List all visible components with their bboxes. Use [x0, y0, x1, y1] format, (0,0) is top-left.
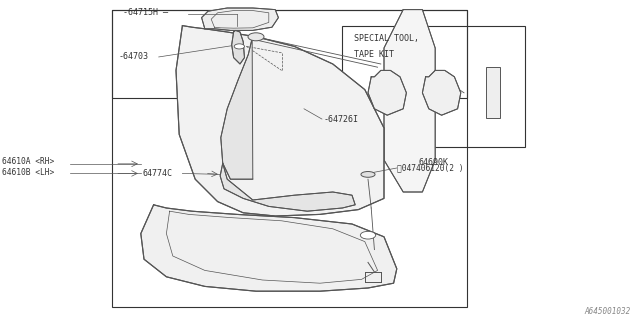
Bar [112, 10, 467, 98]
Text: Ⓢ047406120(2 ): Ⓢ047406120(2 ) [397, 164, 463, 172]
Text: -64726I: -64726I [323, 115, 358, 124]
Polygon shape [202, 8, 278, 30]
Polygon shape [141, 205, 397, 291]
Polygon shape [176, 26, 384, 216]
Bar [486, 67, 500, 118]
Polygon shape [232, 30, 244, 64]
Bar [112, 10, 467, 307]
Polygon shape [384, 10, 435, 192]
Text: 64690K: 64690K [419, 158, 448, 167]
Circle shape [360, 231, 376, 239]
Polygon shape [422, 70, 461, 115]
Polygon shape [220, 163, 355, 211]
Text: TAPE KIT: TAPE KIT [354, 50, 394, 59]
Ellipse shape [248, 33, 264, 41]
Bar [342, 26, 525, 147]
Ellipse shape [361, 172, 375, 177]
Polygon shape [368, 70, 406, 115]
Text: 64610A <RH>: 64610A <RH> [2, 157, 54, 166]
Text: 64774C: 64774C [142, 169, 172, 178]
Text: -64715H ─: -64715H ─ [123, 8, 168, 17]
Text: -64703: -64703 [118, 52, 148, 61]
Polygon shape [221, 38, 253, 179]
Circle shape [234, 44, 244, 49]
Text: SPECIAL TOOL,: SPECIAL TOOL, [354, 34, 419, 43]
Text: 64610B <LH>: 64610B <LH> [2, 168, 54, 177]
Text: A645001032: A645001032 [584, 307, 630, 316]
